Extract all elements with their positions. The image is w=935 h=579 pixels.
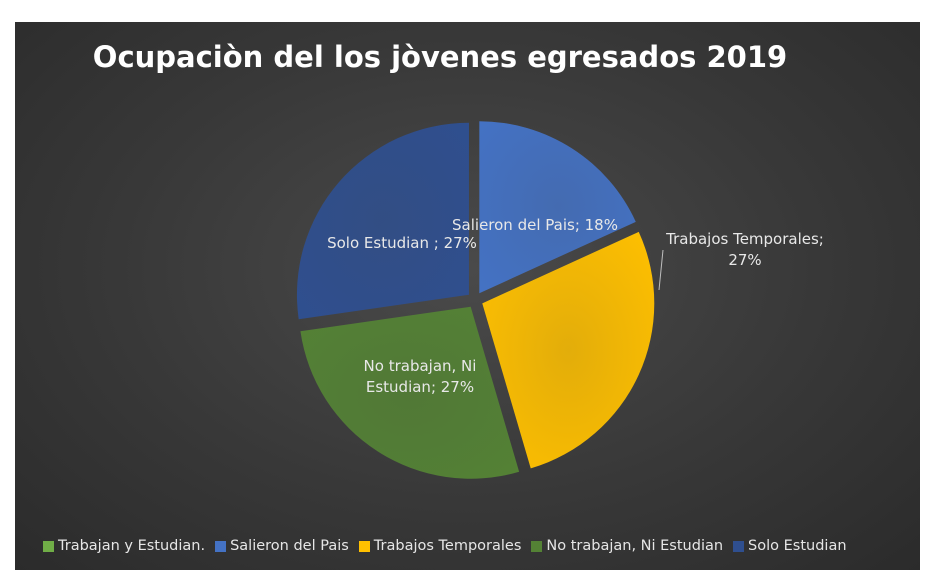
chart-title: Ocupaciòn del los jòvenes egresados 2019 <box>92 40 788 74</box>
legend-swatch <box>733 540 745 552</box>
pie-slice-no-trabajan-ni-estudian <box>300 306 520 479</box>
legend-swatch <box>358 540 370 552</box>
legend-item-solo-estudian: Solo Estudian <box>733 538 847 554</box>
legend-item-no-trabajan-ni-estudian: No trabajan, Ni Estudian <box>531 538 723 554</box>
legend-item-trabajan-y-estudian: Trabajan y Estudian. <box>43 538 205 554</box>
data-label-no-trabajan-ni-estudian: No trabajan, Ni Estudian; 27% <box>364 357 477 396</box>
legend-label: Trabajos Temporales <box>373 538 522 554</box>
data-label-solo-estudian: Solo Estudian ; 27% <box>327 234 477 252</box>
legend-swatch <box>531 540 543 552</box>
legend-label: Solo Estudian <box>748 538 847 554</box>
pie-slice-salieron-del-pais <box>479 121 636 294</box>
pie-chart: Salieron del Pais; 18% Trabajos Temporale… <box>296 121 824 479</box>
chart-legend: Trabajan y Estudian. Salieron del Pais Tra… <box>43 538 847 554</box>
pie-slices <box>296 121 655 479</box>
data-label-salieron-del-pais: Salieron del Pais; 18% <box>452 216 618 234</box>
legend-swatch <box>215 540 227 552</box>
legend-label: No trabajan, Ni Estudian <box>546 538 724 554</box>
legend-item-salieron-del-pais: Salieron del Pais <box>215 538 349 554</box>
data-label-trabajos-temporales: Trabajos Temporales; 27% <box>665 230 824 269</box>
legend-item-trabajos-temporales: Trabajos Temporales <box>358 538 522 554</box>
pie-slice-solo-estudian <box>296 122 469 320</box>
legend-label: Salieron del Pais <box>230 538 349 554</box>
pie-slice-trabajos-temporales <box>482 231 655 469</box>
pie-data-labels: Salieron del Pais; 18% Trabajos Temporale… <box>327 216 824 396</box>
leader-line-trabajos-temporales <box>658 249 664 291</box>
legend-swatch <box>43 540 54 552</box>
chart-area: Ocupaciòn del los jòvenes egresados 2019… <box>15 22 920 570</box>
legend-label: Trabajan y Estudian. <box>58 538 206 554</box>
